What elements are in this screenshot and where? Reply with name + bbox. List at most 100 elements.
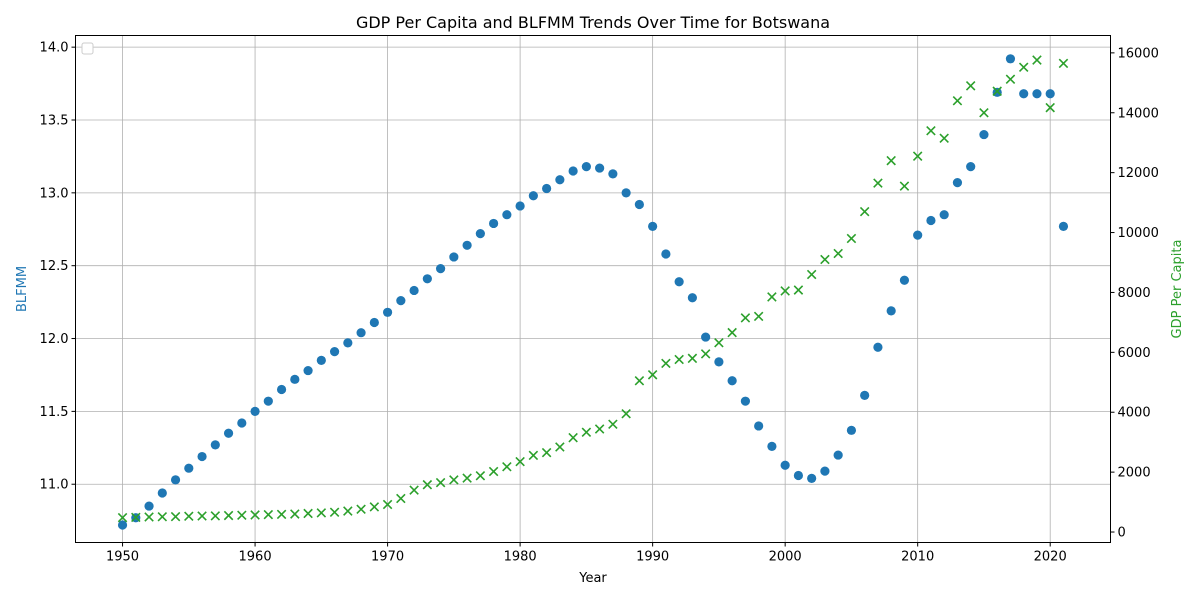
plot-marks	[117, 54, 1069, 530]
y-tick-label-right: 8000	[1118, 286, 1151, 301]
gdp-point	[541, 447, 552, 458]
gdp-point-stroke	[1058, 58, 1069, 69]
blfmm-point	[952, 178, 963, 188]
gdp-point-stroke	[965, 81, 976, 91]
gdp-point	[316, 508, 327, 518]
blfmm-point	[210, 440, 220, 450]
y-tick-label-left: 11.5	[40, 405, 69, 420]
legend-box	[81, 42, 94, 55]
gdp-point-stroke	[700, 349, 711, 359]
blfmm-point	[701, 332, 711, 342]
blfmm-point	[767, 441, 777, 451]
gdp-point-stroke	[131, 512, 141, 523]
gdp-point-stroke	[449, 475, 459, 485]
y-tick-label-right: 10000	[1118, 226, 1159, 241]
blfmm-point	[329, 347, 340, 357]
gdp-point-stroke	[714, 337, 724, 348]
gdp-point	[979, 107, 989, 118]
blfmm-point	[382, 307, 393, 317]
blfmm-point	[409, 285, 419, 296]
gdp-point	[184, 511, 194, 522]
gdp-point-stroke	[687, 353, 698, 364]
gdp-point-stroke	[594, 424, 605, 434]
blfmm-point	[846, 425, 857, 435]
gdp-point-stroke	[356, 504, 366, 515]
gdp-point	[475, 470, 486, 481]
gdp-point-stroke	[250, 510, 260, 520]
blfmm-point	[608, 169, 618, 179]
gdp-point-stroke	[276, 509, 287, 520]
gdp-point	[356, 504, 366, 515]
gdp-point	[806, 269, 817, 280]
blfmm-point	[966, 162, 976, 172]
gdp-point-stroke	[727, 327, 737, 338]
gdp-point-stroke	[833, 248, 843, 259]
gdp-point-stroke	[541, 447, 552, 458]
gdp-point-stroke	[1045, 102, 1055, 113]
gdp-point-stroke	[117, 512, 128, 523]
y-tick-label-left: 12.5	[40, 259, 69, 274]
y-tick-label-left: 14.0	[40, 41, 69, 56]
blfmm-point	[793, 470, 804, 481]
blfmm-point	[714, 357, 724, 367]
gdp-point	[502, 461, 512, 472]
blfmm-point	[568, 166, 578, 176]
blfmm-point	[886, 306, 896, 316]
y-axis-title-right: GDP Per Capita	[1170, 240, 1185, 339]
gdp-point	[780, 286, 790, 296]
gdp-point-stroke	[568, 432, 578, 443]
blfmm-point	[290, 374, 300, 384]
gdp-point	[873, 178, 883, 188]
blfmm-point	[184, 463, 194, 473]
gdp-point	[899, 181, 910, 191]
gdp-point	[369, 502, 380, 512]
x-tick-label: 1950	[106, 550, 139, 565]
blfmm-point	[117, 520, 128, 530]
gdp-point-stroke	[170, 511, 181, 522]
blfmm-point	[197, 451, 207, 462]
gdp-point-stroke	[846, 233, 857, 244]
blfmm-point	[276, 384, 287, 395]
gdp-point-stroke	[184, 511, 194, 522]
gdp-point	[912, 151, 923, 161]
y-tick-label-right: 6000	[1118, 346, 1151, 361]
gdp-point-stroke	[223, 510, 234, 521]
y-tick-label-right: 12000	[1118, 166, 1159, 181]
gdp-point	[276, 509, 287, 520]
gdp-point-stroke	[753, 311, 764, 322]
gdp-point	[210, 511, 221, 521]
y-tick-label-right: 4000	[1118, 406, 1151, 421]
gdp-point-stroke	[674, 354, 684, 365]
gdp-point	[793, 285, 804, 295]
blfmm-point	[144, 501, 154, 511]
gdp-point-stroke	[899, 181, 910, 191]
blfmm-point	[157, 488, 167, 498]
blfmm-point	[263, 396, 273, 406]
blfmm-point	[1058, 221, 1069, 231]
gdp-point	[687, 353, 698, 364]
blfmm-point	[303, 365, 313, 376]
gdp-point	[462, 473, 472, 483]
gdp-point-stroke	[435, 477, 446, 488]
gdp-point-stroke	[369, 502, 380, 512]
gdp-point	[647, 370, 658, 380]
gdp-point-stroke	[197, 511, 207, 521]
gdp-point	[117, 512, 128, 523]
y-tick-label-left: 11.0	[40, 478, 69, 493]
x-tick-label: 1980	[504, 550, 537, 565]
blfmm-point	[754, 421, 764, 431]
gdp-point	[1005, 74, 1016, 84]
gdp-point	[608, 419, 618, 429]
y-tick-label-right: 14000	[1118, 106, 1159, 121]
gdp-point	[528, 450, 539, 461]
blfmm-point	[462, 240, 472, 250]
gdp-point	[1032, 55, 1042, 65]
gdp-point-stroke	[210, 511, 221, 521]
x-tick-label: 1990	[636, 550, 669, 565]
gdp-point	[727, 327, 737, 338]
gdp-point	[1018, 62, 1029, 73]
axes: 1950 1960 1970 1980 1990 2000 2010 2020 11.0 11.5…	[40, 41, 1159, 565]
gdp-point	[740, 313, 751, 323]
gdp-point-stroke	[422, 479, 433, 490]
blfmm-point	[899, 275, 910, 285]
